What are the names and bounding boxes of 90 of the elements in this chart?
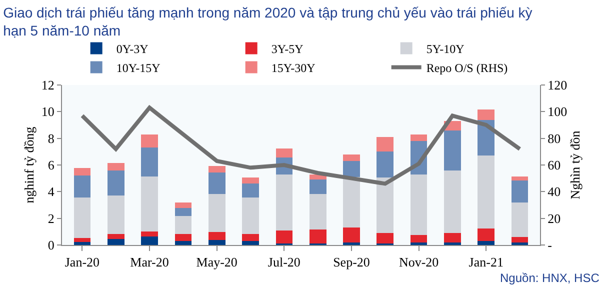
legend-label: 5Y-10Y (426, 42, 465, 56)
bar (74, 168, 91, 176)
bar (242, 178, 259, 184)
bar (478, 155, 495, 228)
legend-label: 0Y-3Y (116, 42, 149, 56)
bar (478, 240, 495, 245)
bar (242, 234, 259, 241)
y2-tick-label: 60 (548, 158, 561, 173)
bar (511, 180, 528, 202)
x-tick-label: Mar-20 (130, 254, 169, 270)
bar (410, 235, 428, 243)
line-series (80, 106, 522, 186)
bar (478, 228, 495, 241)
bar (107, 170, 124, 196)
bar (208, 240, 226, 245)
text: Nguồn: HNX, HSC (500, 271, 600, 285)
bar (309, 179, 326, 194)
bar (242, 198, 259, 234)
y-tick-label: 4 (48, 184, 55, 200)
bar (141, 134, 158, 148)
bar (107, 238, 124, 245)
bar (141, 231, 158, 237)
y2-axis-title: Nghìn tỷ đồn (568, 130, 583, 200)
bar (74, 238, 91, 242)
bar (174, 234, 192, 241)
bar (444, 130, 461, 171)
bar (141, 236, 158, 245)
bar (276, 230, 293, 244)
bar (74, 242, 91, 245)
bar (276, 174, 293, 230)
bar (74, 176, 91, 198)
y2-tick-label: 40 (548, 184, 561, 200)
y-tick-label: 2 (48, 210, 54, 226)
bar (174, 202, 192, 208)
bar (343, 177, 360, 228)
bar (478, 109, 495, 120)
bar (376, 233, 394, 244)
bar (174, 208, 192, 216)
legend-label: 10Y-15Y (116, 60, 161, 75)
y-tick-label: 10 (41, 104, 54, 120)
y2-tick-label: 80 (548, 130, 561, 146)
bar (107, 234, 124, 239)
x-tick-label: May-20 (196, 254, 238, 270)
bar (376, 178, 394, 234)
x-tick-label: Jan-20 (64, 254, 100, 270)
bar (511, 202, 528, 237)
x-tick-label: Nov-20 (398, 254, 439, 270)
bar (242, 183, 259, 198)
bar (309, 194, 326, 230)
x-tick-label: Jul-20 (268, 254, 300, 270)
bar (343, 227, 360, 243)
bar (376, 137, 394, 152)
bar (410, 174, 428, 236)
bar (174, 240, 192, 245)
y-axis-title: nghinf tỷ đồng (21, 126, 36, 204)
bar (444, 170, 461, 234)
legend-label: Repo O/S (RHS) (426, 60, 508, 75)
bar (410, 134, 428, 141)
bar (276, 148, 293, 158)
bar (141, 176, 158, 232)
bar (511, 237, 528, 243)
bar (107, 196, 124, 234)
x-tick-label: Sep-20 (333, 254, 370, 270)
chart-title: Giao dịch trái phiếu tăng mạnh trong năm 2020 và tập trung chủ yếu vào trái phiếu kỳ hạn 5 năm-10 năm (3, 4, 532, 39)
legend-label: 3Y-5Y (271, 42, 304, 56)
bar (343, 154, 360, 162)
bar (343, 161, 360, 177)
bar (309, 229, 326, 244)
bar (208, 166, 226, 173)
bar (141, 148, 158, 176)
y-tick-label: 6 (48, 158, 55, 173)
bar (511, 176, 528, 180)
bar (107, 163, 124, 171)
bar (208, 232, 226, 240)
y2-tick-label: 120 (548, 78, 568, 93)
bar (74, 198, 91, 238)
y-tick-label: 12 (41, 78, 54, 93)
x-tick-label: Jan-21 (468, 254, 504, 270)
y-tick-label: 8 (48, 130, 54, 146)
y2-tick-label: 20 (548, 210, 561, 226)
bar (174, 216, 192, 234)
bar (444, 233, 461, 243)
bar (208, 194, 226, 232)
bar (242, 240, 259, 245)
y-tick-label: 0 (48, 238, 54, 253)
bar (208, 172, 226, 194)
y2-tick-label: 100 (548, 104, 568, 120)
bar (376, 152, 394, 178)
y2-tick-label: - (548, 238, 552, 253)
legend-label: 15Y-30Y (271, 60, 316, 75)
